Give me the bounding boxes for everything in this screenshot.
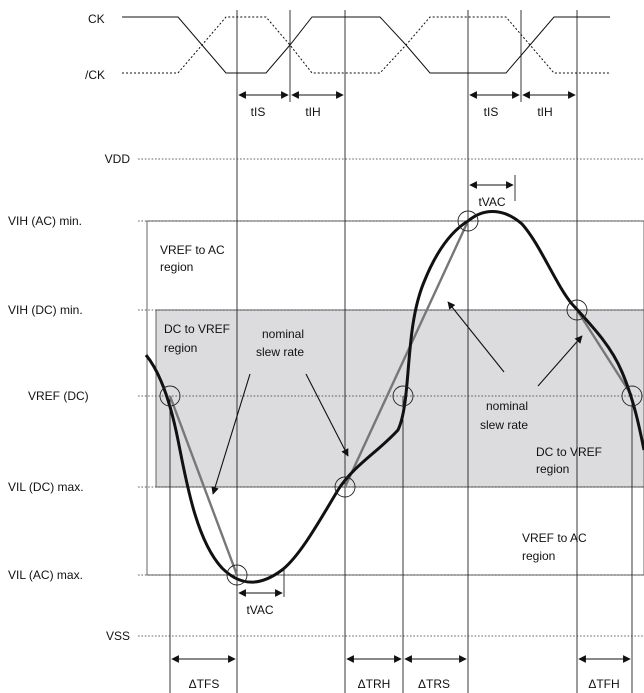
dc-to-vref-region-label-right-2: region: [536, 462, 569, 476]
vil-ac-label: VIL (AC) max.: [8, 568, 83, 582]
crossing-circle: [621, 385, 643, 407]
tvac-label-bottom: tVAC: [246, 603, 273, 617]
signal-waveform: [144, 209, 644, 584]
vref-to-ac-region-box: [146, 220, 644, 576]
ck-waveform: [122, 16, 610, 74]
dtrs-label: ΔTRS: [418, 677, 450, 691]
tis-label-left: tIS: [251, 105, 266, 119]
nominal-pointer-right-1: [447, 301, 505, 373]
nominal-slew-line-middle: [343, 220, 470, 488]
nominal-note-left-2: slew rate: [256, 345, 304, 359]
vil-dc-label: VIL (DC) max.: [8, 480, 84, 494]
dc-to-vref-region-label-right: DC to VREF: [536, 445, 602, 459]
tih-label-right: tIH: [537, 105, 552, 119]
vref-dc-label: VREF (DC): [28, 389, 89, 403]
nominal-slew-line-left: [168, 395, 239, 576]
crossing-circle: [566, 299, 588, 321]
nominal-note-left: nominal: [262, 327, 304, 341]
nominal-slew-line-right: [575, 309, 634, 397]
vdd-label: VDD: [105, 152, 131, 166]
tih-label-left: tIH: [305, 105, 320, 119]
dtfs-label: ΔTFS: [189, 677, 220, 691]
dc-to-vref-region-box: [155, 309, 644, 488]
vih-ac-label: VIH (AC) min.: [8, 214, 82, 228]
crossing-circle: [226, 564, 248, 586]
dc-to-vref-region-label-left-2: region: [164, 341, 197, 355]
crossing-circle: [159, 385, 181, 407]
ckb-waveform: [122, 16, 610, 74]
nominal-pointer-right-2: [537, 335, 583, 387]
dtrh-label: ΔTRH: [358, 677, 391, 691]
vref-to-ac-region-label-right: VREF to AC: [522, 531, 587, 545]
ckb-label: /CK: [85, 68, 105, 82]
crossing-circle: [457, 210, 479, 232]
nominal-note-right-2: slew rate: [480, 418, 528, 432]
tis-label-right: tIS: [484, 105, 499, 119]
tvac-label-top: tVAC: [478, 195, 505, 209]
vih-dc-label: VIH (DC) min.: [8, 303, 83, 317]
crossing-circle: [392, 385, 414, 407]
dtfh-label: ΔTFH: [588, 677, 619, 691]
vref-to-ac-region-label-left-2: region: [160, 260, 193, 274]
crossing-circle: [334, 476, 356, 498]
nominal-pointer-middle: [305, 373, 349, 457]
dc-to-vref-region-label-left: DC to VREF: [164, 322, 230, 336]
vss-label: VSS: [106, 629, 130, 643]
vref-to-ac-region-label-right-2: region: [522, 549, 555, 563]
ck-label: CK: [88, 12, 105, 26]
nominal-pointer-left: [211, 373, 251, 495]
vref-to-ac-region-label-left: VREF to AC: [160, 243, 225, 257]
nominal-note-right: nominal: [486, 399, 528, 413]
